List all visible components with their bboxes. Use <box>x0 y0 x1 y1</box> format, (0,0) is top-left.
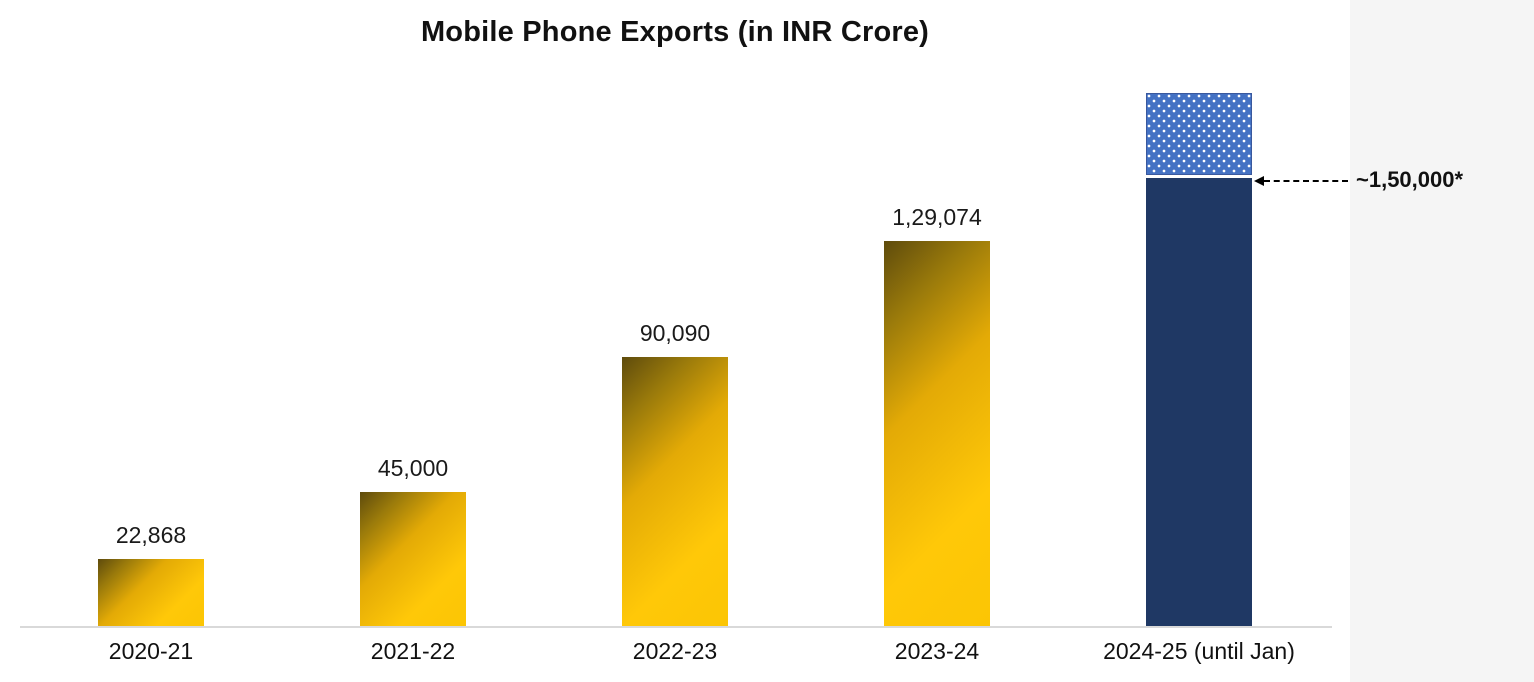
chart-title: Mobile Phone Exports (in INR Crore) <box>420 16 930 48</box>
bar-column <box>1068 93 1330 627</box>
bar-column: 22,868 <box>20 522 282 627</box>
value-label: 90,090 <box>639 320 711 346</box>
bar-column: 45,000 <box>282 455 544 627</box>
annotation-label: ~1,50,000* <box>1356 167 1464 192</box>
bar-column: 1,29,074 <box>806 204 1068 627</box>
value-label: 45,000 <box>377 455 449 481</box>
categories-row: 2020-21 2021-22 2022-23 2023-24 2024-25 (unt… <box>20 638 1330 665</box>
value-label: 22,868 <box>115 522 187 548</box>
bar-2024-25 (until Jan) <box>1146 93 1252 627</box>
annotation-arrow <box>1254 175 1348 187</box>
side-panel <box>1350 0 1534 682</box>
category-label: 2021-22 <box>370 638 456 664</box>
projected-dotted-cap <box>1146 93 1252 175</box>
x-axis-baseline <box>20 626 1332 628</box>
category-label: 2023-24 <box>894 638 980 664</box>
category-label: 2022-23 <box>632 638 718 664</box>
value-label: 1,29,074 <box>892 204 982 230</box>
bar-2020-21 <box>98 559 204 627</box>
bars-row: 22,868 45,000 90,090 1,29,074 <box>20 57 1330 627</box>
bar-2023-24 <box>884 241 990 627</box>
category-label: 2020-21 <box>108 638 194 664</box>
category-label: 2024-25 (until Jan) <box>1103 638 1295 664</box>
bar-2021-22 <box>360 492 466 627</box>
bar-2022-23 <box>622 357 728 627</box>
bar-column: 90,090 <box>544 320 806 627</box>
arrow-dashed-line <box>1264 180 1348 182</box>
chart-area: Mobile Phone Exports (in INR Crore) 22,8… <box>20 16 1348 665</box>
arrow-head-icon <box>1254 176 1264 186</box>
